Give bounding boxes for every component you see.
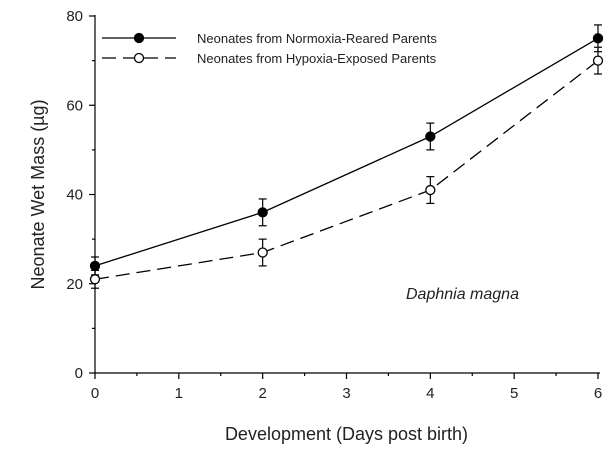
legend: Neonates from Normoxia-Reared Parents Neo… — [102, 31, 437, 66]
x-tick-label: 0 — [91, 385, 99, 402]
legend-marker — [133, 32, 145, 44]
y-tick-label: 80 — [66, 8, 83, 25]
legend-marker — [133, 52, 145, 64]
series-1 — [89, 24, 604, 276]
data-point — [592, 33, 604, 44]
x-tick-label: 6 — [594, 385, 602, 402]
x-axis-title: Development (Days post birth) — [225, 424, 468, 444]
species-annotation: Daphnia magna — [406, 286, 519, 303]
series-2 — [89, 46, 604, 289]
legend-label: Neonates from Normoxia-Reared Parents — [197, 31, 437, 46]
x-tick-label: 2 — [258, 385, 266, 402]
y-tick-label: 20 — [66, 276, 83, 293]
x-tick-label: 1 — [175, 385, 183, 402]
y-axis-title: Neonate Wet Mass (µg) — [28, 99, 48, 289]
x-tick-label: 5 — [510, 385, 518, 402]
series-layer — [89, 24, 604, 289]
x-tick-label: 3 — [342, 385, 350, 402]
legend-label: Neonates from Hypoxia-Exposed Parents — [197, 51, 437, 66]
y-tick-label: 40 — [66, 187, 83, 204]
series-line — [94, 60, 599, 280]
data-point — [425, 131, 436, 142]
y-tick-label: 0 — [75, 365, 83, 382]
y-ticks: 0 20 40 60 80 — [66, 8, 95, 382]
x-ticks: 0 1 2 3 4 5 6 — [91, 373, 602, 402]
legend-entry: Neonates from Hypoxia-Exposed Parents — [102, 51, 437, 66]
x-tick-label: 4 — [426, 385, 434, 402]
data-point — [592, 55, 604, 66]
axes — [94, 15, 600, 374]
y-tick-label: 60 — [66, 97, 83, 114]
data-point — [89, 260, 101, 272]
legend-entry: Neonates from Normoxia-Reared Parents — [102, 31, 437, 46]
data-point — [89, 274, 101, 285]
data-point — [257, 207, 268, 218]
data-point — [425, 184, 436, 196]
series-line — [94, 37, 599, 267]
data-point — [257, 247, 268, 258]
